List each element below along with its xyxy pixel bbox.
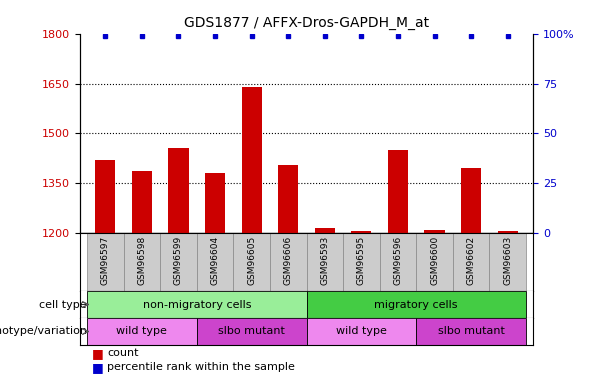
Bar (306, 291, 526, 318)
Bar (234, 233, 270, 291)
Bar (379, 233, 416, 291)
Text: cell type: cell type (39, 300, 87, 309)
Bar (87, 233, 124, 291)
Text: GSM96606: GSM96606 (284, 236, 293, 285)
Text: GSM96596: GSM96596 (394, 236, 403, 285)
Text: genotype/variation: genotype/variation (0, 327, 87, 336)
Text: GSM96597: GSM96597 (101, 236, 110, 285)
Text: wild type: wild type (116, 327, 167, 336)
Bar (453, 233, 489, 291)
Text: non-migratory cells: non-migratory cells (142, 300, 251, 309)
Text: count: count (107, 348, 139, 358)
Text: GSM96602: GSM96602 (466, 236, 476, 285)
Text: migratory cells: migratory cells (375, 300, 458, 309)
Text: GSM96603: GSM96603 (503, 236, 512, 285)
Bar (489, 233, 526, 291)
Text: GSM96604: GSM96604 (210, 236, 219, 285)
Bar (270, 233, 306, 291)
Bar (314, 228, 335, 233)
Text: ■: ■ (92, 347, 104, 360)
Bar (306, 318, 416, 345)
Bar (160, 233, 197, 291)
Text: slbo mutant: slbo mutant (438, 327, 504, 336)
Text: GSM96593: GSM96593 (320, 236, 329, 285)
Bar (169, 148, 189, 233)
Text: ■: ■ (92, 361, 104, 374)
Bar (124, 233, 160, 291)
Bar (197, 233, 234, 291)
Title: GDS1877 / AFFX-Dros-GAPDH_M_at: GDS1877 / AFFX-Dros-GAPDH_M_at (184, 16, 429, 30)
Bar (424, 230, 444, 233)
Text: percentile rank within the sample: percentile rank within the sample (107, 363, 295, 372)
Bar (306, 233, 343, 291)
Bar (416, 318, 526, 345)
Text: GSM96605: GSM96605 (247, 236, 256, 285)
Bar (343, 233, 379, 291)
Bar (87, 318, 197, 345)
Bar (416, 233, 453, 291)
Bar (278, 165, 299, 233)
Bar (461, 168, 481, 233)
Text: GSM96600: GSM96600 (430, 236, 439, 285)
Text: GSM96595: GSM96595 (357, 236, 366, 285)
Text: wild type: wild type (336, 327, 387, 336)
Text: GSM96598: GSM96598 (137, 236, 147, 285)
Bar (388, 150, 408, 233)
Text: slbo mutant: slbo mutant (218, 327, 285, 336)
Bar (197, 318, 306, 345)
Bar (351, 231, 371, 233)
Bar (205, 173, 225, 233)
Text: GSM96599: GSM96599 (174, 236, 183, 285)
Bar (87, 291, 306, 318)
Bar (498, 231, 518, 233)
Bar (95, 160, 115, 233)
Bar (132, 171, 152, 233)
Bar (242, 87, 262, 233)
